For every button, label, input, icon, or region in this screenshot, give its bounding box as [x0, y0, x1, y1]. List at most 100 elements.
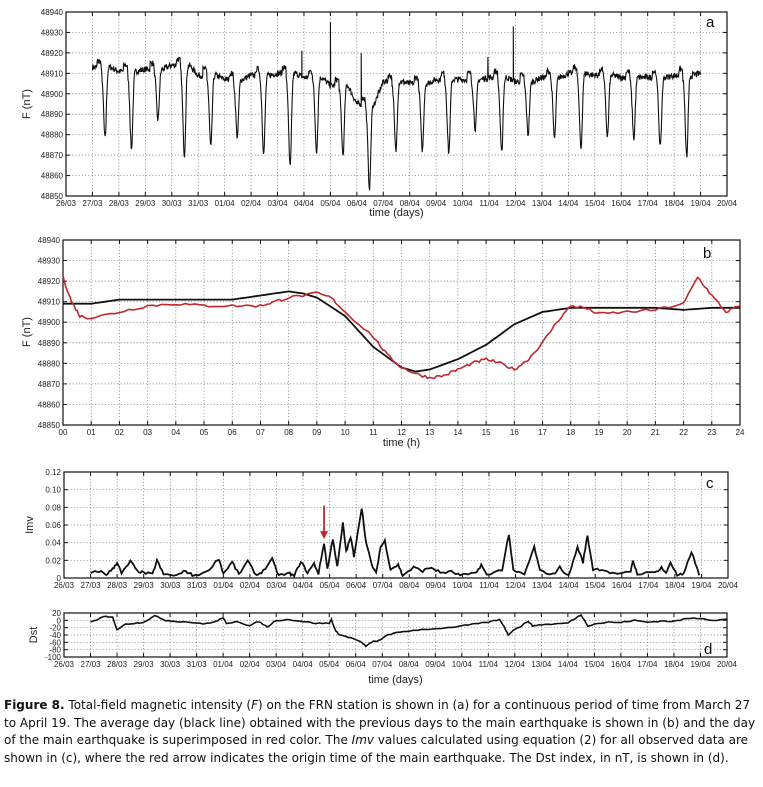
y-tick-label: 48920 — [41, 49, 64, 58]
x-tick-label: 30/03 — [160, 660, 181, 669]
x-axis-label: time (days) — [369, 207, 423, 219]
plot-frame — [65, 11, 728, 197]
x-tick-label: 01/04 — [213, 660, 234, 669]
plot-frame — [63, 471, 729, 579]
x-tick-label: 28/03 — [109, 199, 130, 208]
x-tick-label: 02 — [115, 428, 124, 437]
x-tick-label: 06/04 — [346, 581, 367, 590]
y-tick-label: 48860 — [38, 400, 61, 409]
x-tick-label: 14/04 — [558, 199, 579, 208]
x-tick-label: 14/04 — [558, 660, 579, 669]
panel-label: a — [706, 14, 715, 31]
caption-italic-imv: Imv — [351, 733, 374, 747]
x-tick-label: 31/03 — [187, 581, 208, 590]
x-tick-label: 31/03 — [188, 199, 209, 208]
x-tick-label: 11/04 — [479, 581, 499, 590]
x-tick-label: 16 — [510, 428, 519, 437]
x-tick-label: 03/04 — [266, 581, 287, 590]
x-tick-label: 19 — [595, 428, 604, 437]
x-tick-label: 08/04 — [399, 660, 420, 669]
plot-frame — [63, 612, 728, 658]
x-tick-label: 12 — [397, 428, 406, 437]
x-axis-label: time (h) — [383, 437, 420, 449]
y-tick-label: 48860 — [41, 172, 64, 181]
x-tick-label: 10/04 — [453, 199, 474, 208]
y-tick-label: 48890 — [41, 110, 64, 119]
x-tick-label: 07 — [256, 428, 265, 437]
x-tick-label: 09/04 — [426, 581, 447, 590]
x-tick-label: 09/04 — [426, 199, 447, 208]
x-tick-label: 17/04 — [638, 199, 659, 208]
x-tick-label: 14/04 — [559, 581, 580, 590]
x-tick-label: 15/04 — [584, 660, 605, 669]
y-tick-label: 48900 — [41, 90, 64, 99]
arrow-head-icon — [320, 531, 329, 540]
x-tick-label: 24 — [736, 428, 745, 437]
y-tick-label: 0 — [57, 616, 62, 625]
x-tick-label: 12/04 — [505, 199, 526, 208]
x-tick-label: 01/04 — [215, 199, 236, 208]
x-tick-label: 07/04 — [373, 199, 394, 208]
x-tick-label: 05/04 — [320, 199, 341, 208]
x-tick-label: 04/04 — [293, 660, 314, 669]
x-tick-label: 11/04 — [479, 199, 499, 208]
x-tick-label: 15 — [482, 428, 491, 437]
x-tick-label: 16/04 — [611, 199, 632, 208]
series-line-dst — [90, 613, 728, 648]
x-tick-label: 16/04 — [611, 660, 632, 669]
series-line-f — [91, 22, 702, 191]
x-tick-label: 10/04 — [452, 581, 473, 590]
x-tick-label: 28/03 — [107, 581, 128, 590]
y-tick-label: -20 — [49, 624, 61, 633]
x-tick-label: 21 — [651, 428, 660, 437]
x-tick-label: 08 — [284, 428, 293, 437]
caption-text-3: values calculated using equation (2) for… — [4, 733, 748, 765]
x-tick-label: 17/04 — [638, 581, 659, 590]
x-tick-label: 13/04 — [532, 581, 553, 590]
y-tick-label: 48910 — [41, 69, 64, 78]
x-tick-label: 08/04 — [400, 199, 421, 208]
x-tick-label: 16/04 — [612, 581, 633, 590]
caption-text-1: Total-field magnetic intensity ( — [64, 698, 252, 712]
y-tick-label: 48850 — [41, 192, 64, 201]
x-tick-label: 09/04 — [425, 660, 446, 669]
caption-italic-f: F — [251, 698, 258, 712]
y-axis-label: F (nT) — [21, 317, 33, 347]
x-tick-label: 27/03 — [81, 581, 102, 590]
y-tick-label: 48880 — [38, 359, 61, 368]
x-tick-label: 26/03 — [54, 660, 75, 669]
x-tick-label: 29/03 — [134, 660, 155, 669]
y-tick-label: 48910 — [38, 298, 61, 307]
x-tick-label: 09 — [312, 428, 321, 437]
x-tick-label: 05/04 — [319, 660, 340, 669]
y-tick-label: 0.04 — [45, 539, 61, 548]
panel-label: d — [704, 641, 712, 658]
x-tick-label: 11 — [369, 428, 378, 437]
y-tick-label: 48890 — [38, 339, 61, 348]
x-tick-label: 01/04 — [213, 581, 234, 590]
y-tick-label: 20 — [52, 609, 61, 618]
x-tick-label: 28/03 — [107, 660, 128, 669]
x-tick-label: 07/04 — [373, 581, 394, 590]
x-tick-label: 02/04 — [240, 581, 261, 590]
series-line-earthquake-day — [62, 275, 741, 380]
x-tick-label: 18 — [566, 428, 575, 437]
y-tick-label: 48930 — [41, 28, 64, 37]
y-tick-label: 0.10 — [45, 486, 61, 495]
y-tick-label: 48940 — [38, 236, 61, 245]
x-tick-label: 10 — [341, 428, 350, 437]
y-tick-label: 48920 — [38, 277, 61, 286]
x-tick-label: 04/04 — [294, 199, 315, 208]
x-tick-label: 10/04 — [452, 660, 473, 669]
x-tick-label: 02/04 — [240, 660, 261, 669]
figure-caption: Figure 8. Total-field magnetic intensity… — [4, 697, 760, 767]
y-tick-label: -40 — [49, 631, 61, 640]
y-tick-label: 0.06 — [45, 521, 61, 530]
y-tick-label: 48930 — [38, 257, 61, 266]
caption-label: Figure 8. — [4, 698, 65, 712]
panel-label: c — [706, 475, 714, 492]
y-tick-label: 48850 — [38, 421, 61, 430]
x-tick-label: 08/04 — [399, 581, 420, 590]
x-tick-label: 02/04 — [241, 199, 262, 208]
x-tick-label: 05 — [200, 428, 209, 437]
